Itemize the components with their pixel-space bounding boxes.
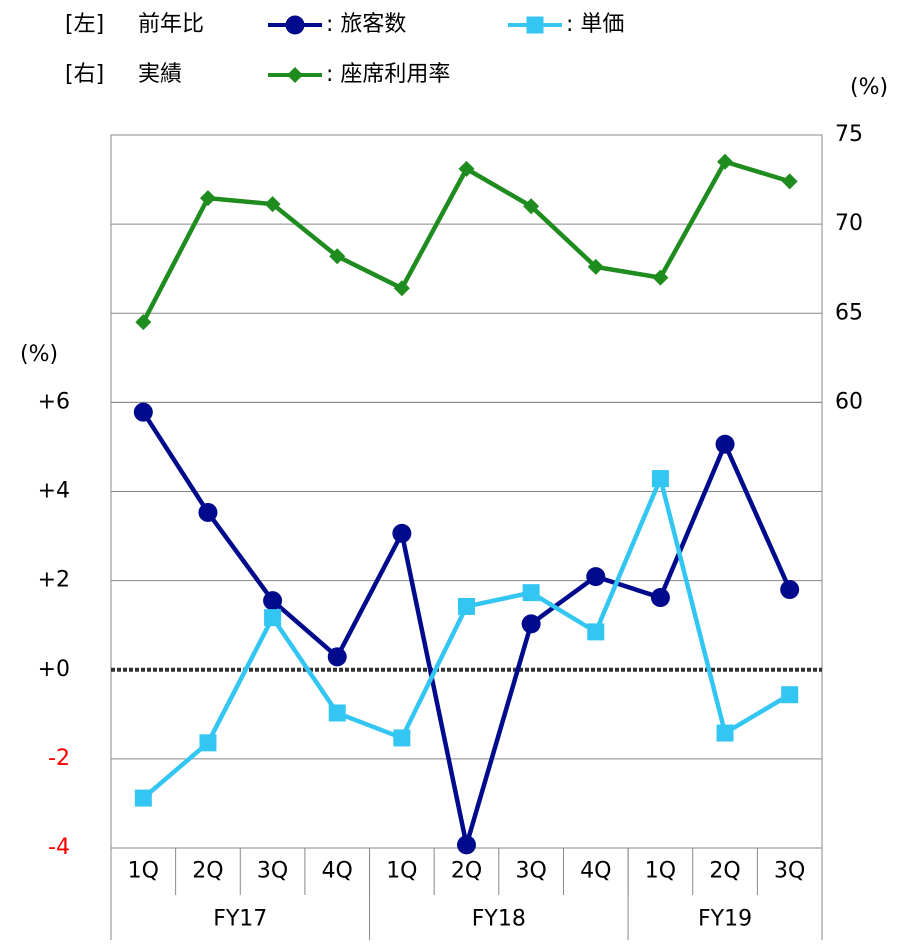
legend-label: : 旅客数 xyxy=(326,12,406,37)
y2-tick-label: 65 xyxy=(835,300,863,325)
x-tick-label: 2Q xyxy=(451,859,482,884)
data-point xyxy=(199,734,217,752)
data-point xyxy=(198,502,218,522)
data-point xyxy=(717,153,734,170)
data-point xyxy=(651,470,669,488)
data-point xyxy=(587,258,604,275)
y-tick-label: +6 xyxy=(38,389,70,414)
series-line xyxy=(141,159,791,324)
data-point xyxy=(263,591,283,611)
data-point xyxy=(199,190,216,207)
data-point xyxy=(652,269,669,286)
x-tick-label: 3Q xyxy=(515,859,546,884)
data-point xyxy=(586,567,606,587)
y2-axis-label: (%) xyxy=(850,75,888,100)
data-point xyxy=(457,835,476,855)
legend-marker xyxy=(287,67,303,83)
y-axis-label: (%) xyxy=(20,342,58,367)
data-point xyxy=(264,609,282,627)
x-tick-label: 3Q xyxy=(257,859,288,884)
data-point xyxy=(458,160,475,177)
x-tick-label: 1Q xyxy=(386,859,417,884)
data-point xyxy=(458,597,475,615)
data-point xyxy=(133,402,153,422)
legend-marker xyxy=(285,15,305,35)
y-tick-label: +2 xyxy=(38,568,70,593)
y-tick-label: +0 xyxy=(38,657,70,682)
legend-marker xyxy=(526,16,544,34)
legend-side: [左] xyxy=(65,12,104,37)
data-point xyxy=(393,729,411,747)
data-point xyxy=(392,523,412,543)
data-point xyxy=(328,704,346,722)
x-tick-label: 4Q xyxy=(580,859,611,884)
data-point xyxy=(329,248,346,265)
y-tick-label: -4 xyxy=(48,835,70,860)
legend-title: 実績 xyxy=(138,62,182,87)
data-point xyxy=(521,614,541,634)
data-point xyxy=(780,580,800,600)
data-point xyxy=(264,196,281,213)
x-tick-label: 1Q xyxy=(645,859,676,884)
data-point xyxy=(522,584,540,602)
x-tick-label: 1Q xyxy=(128,859,159,884)
data-point xyxy=(135,314,152,331)
y2-tick-label: 75 xyxy=(835,122,863,147)
x-tick-label: 2Q xyxy=(709,859,740,884)
x-tick-label: 4Q xyxy=(322,859,353,884)
data-point xyxy=(587,623,605,641)
legend-label: : 座席利用率 xyxy=(326,62,450,87)
data-point xyxy=(327,647,347,667)
group-label: FY17 xyxy=(213,907,267,932)
data-point xyxy=(650,588,670,608)
data-point xyxy=(393,280,410,297)
group-label: FY18 xyxy=(472,907,526,932)
legend-label: : 単価 xyxy=(566,12,624,37)
y-tick-label: +4 xyxy=(38,479,70,504)
y2-tick-label: 70 xyxy=(835,211,863,236)
data-point xyxy=(716,724,734,742)
legend-title: 前年比 xyxy=(138,12,204,37)
data-point xyxy=(134,789,152,807)
data-point xyxy=(781,686,799,704)
y-tick-label: -2 xyxy=(48,746,70,771)
data-point xyxy=(523,198,540,215)
group-label: FY19 xyxy=(698,907,752,932)
y2-tick-label: 60 xyxy=(835,389,863,414)
data-point xyxy=(715,434,735,454)
x-tick-label: 3Q xyxy=(774,859,805,884)
legend-side: [右] xyxy=(65,62,104,87)
series-line xyxy=(141,410,792,848)
data-point xyxy=(781,173,798,190)
x-tick-label: 2Q xyxy=(192,859,223,884)
